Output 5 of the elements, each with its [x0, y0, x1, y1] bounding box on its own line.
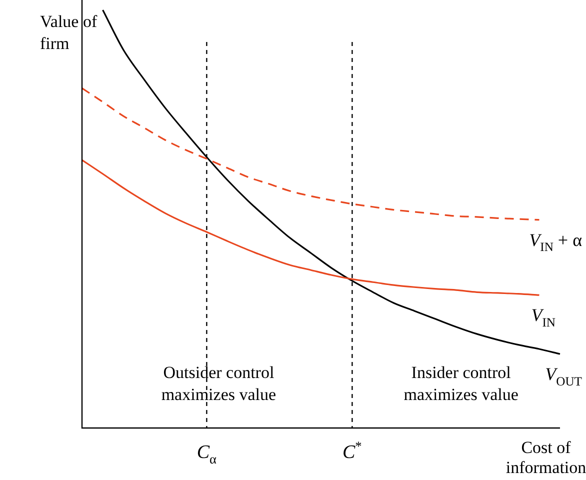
- annotation: Outsider control maximizes value: [161, 363, 276, 404]
- y-axis-title: Value of firm: [40, 12, 98, 53]
- annotation: Insider control maximizes value: [404, 363, 518, 404]
- x-axis-title: Cost of information: [506, 438, 586, 477]
- x-tick-label: C*: [342, 438, 362, 463]
